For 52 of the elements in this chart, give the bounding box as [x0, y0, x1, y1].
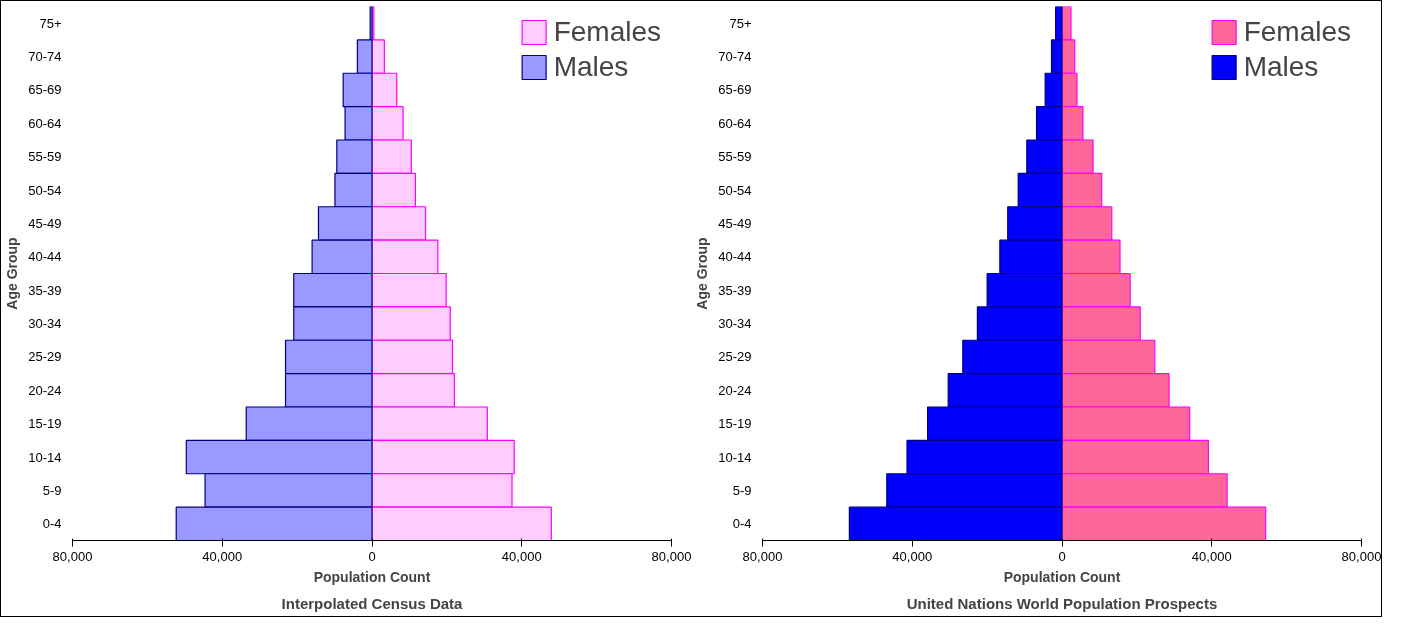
y-tick-label: 10-14 — [28, 449, 62, 465]
x-tick-label: 80,000 — [52, 548, 93, 564]
x-tick-label: 40,000 — [501, 548, 542, 564]
x-tick-label: 40,000 — [892, 548, 933, 564]
y-tick-label: 0-4 — [732, 516, 752, 532]
y-tick-label: 65-69 — [718, 82, 752, 98]
x-tick-label: 80,000 — [742, 548, 783, 564]
y-tick-label: 20-24 — [28, 382, 62, 398]
legend-label: Males — [1243, 51, 1319, 83]
text: Interpolated Census Data — [281, 594, 464, 612]
y-tick-label: 50-54 — [28, 182, 62, 198]
y-tick-label: 15-19 — [718, 416, 752, 432]
text: United Nations World Population Prospects — [906, 594, 1218, 612]
x-tick-label: 80,000 — [651, 548, 692, 564]
legend-label: Females — [1243, 16, 1351, 48]
y-tick-label: 55-59 — [28, 149, 62, 165]
x-tick-label: 40,000 — [1191, 548, 1232, 564]
y-tick-label: 35-39 — [28, 282, 62, 298]
y-tick-label: 45-49 — [718, 215, 752, 231]
y-tick-label: 50-54 — [718, 182, 752, 198]
y-tick-label: 70-74 — [28, 49, 62, 65]
y-tick-label: 75+ — [729, 15, 752, 31]
x-axis-title: Population Count — [1003, 568, 1121, 585]
y-tick-label: 5-9 — [732, 482, 752, 498]
y-tick-label: 75+ — [39, 15, 62, 31]
y-tick-label: 65-69 — [28, 82, 62, 98]
x-tick-label: 80,000 — [1341, 548, 1382, 564]
y-axis-title: Age Group — [4, 237, 21, 310]
x-tick-label: 40,000 — [202, 548, 243, 564]
y-tick-label: 30-34 — [28, 316, 62, 332]
y-tick-label: 5-9 — [42, 482, 62, 498]
y-tick-label: 30-34 — [718, 316, 752, 332]
x-axis-title: Population Count — [313, 568, 431, 585]
y-tick-label: 15-19 — [28, 416, 62, 432]
legend-label: Males — [553, 51, 629, 83]
y-tick-label: 25-29 — [718, 349, 752, 365]
y-tick-label: 70-74 — [718, 49, 752, 65]
y-tick-label: 60-64 — [28, 115, 62, 131]
y-tick-label: 20-24 — [718, 382, 752, 398]
y-axis-title: Age Group — [694, 237, 711, 310]
y-tick-label: 40-44 — [718, 249, 752, 265]
y-tick-label: 60-64 — [718, 115, 752, 131]
x-tick-label: 0 — [1058, 548, 1066, 564]
y-tick-label: 10-14 — [718, 449, 752, 465]
y-tick-label: 55-59 — [718, 149, 752, 165]
y-tick-label: 25-29 — [28, 349, 62, 365]
x-tick-label: 0 — [368, 548, 376, 564]
y-tick-label: 35-39 — [718, 282, 752, 298]
y-tick-label: 0-4 — [42, 516, 62, 532]
legend-label: Females — [553, 16, 661, 48]
y-tick-label: 40-44 — [28, 249, 62, 265]
y-tick-label: 45-49 — [28, 215, 62, 231]
